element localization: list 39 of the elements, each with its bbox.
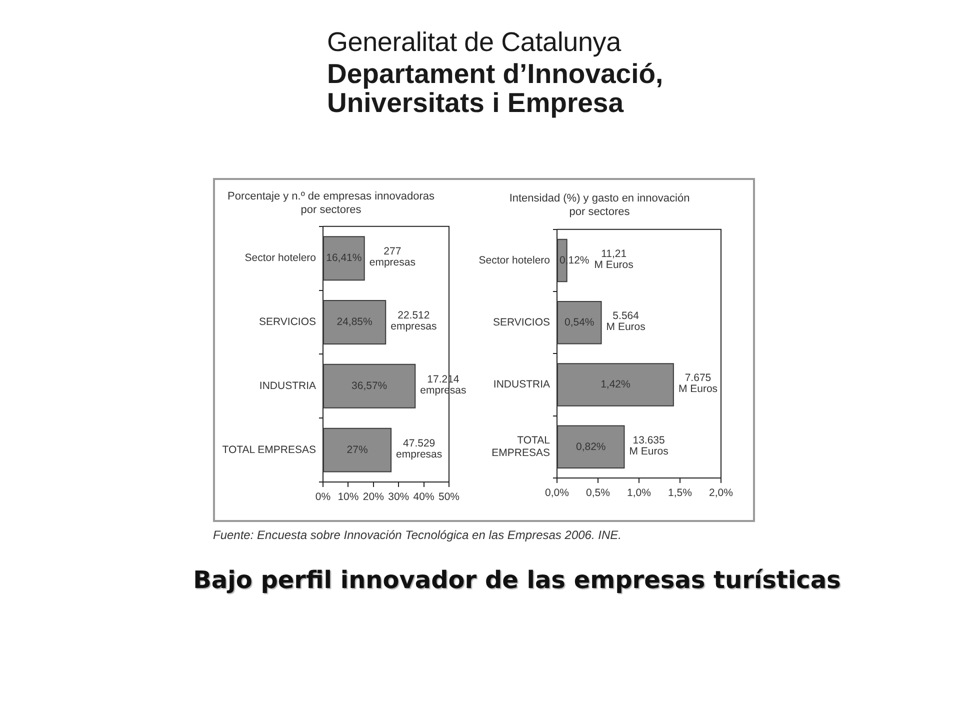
x-tick-label: 30% bbox=[388, 491, 410, 504]
annotation: 277 empresas bbox=[369, 246, 416, 269]
data-label: 0,82% bbox=[576, 440, 606, 453]
source-note: Fuente: Encuesta sobre Innovación Tecnológica en las Empresas 2006. INE. bbox=[213, 528, 622, 543]
data-label: 36,57% bbox=[352, 380, 388, 392]
annotation: 11,21 M Euros bbox=[594, 248, 634, 271]
y-tick-label: TOTAL EMPRESAS bbox=[492, 434, 550, 460]
y-tick-label: SERVICIOS bbox=[259, 316, 316, 328]
y-tick-label: Sector hotelero bbox=[478, 254, 550, 266]
y-tick-label: TOTAL EMPRESAS bbox=[222, 444, 316, 456]
x-tick-label: 0,0% bbox=[545, 487, 569, 500]
data-label: 24,85% bbox=[336, 316, 372, 328]
y-tick-label: Sector hotelero bbox=[244, 252, 316, 264]
x-tick-label: 20% bbox=[362, 491, 384, 504]
data-label: 16,41% bbox=[326, 252, 362, 264]
text: Bajo perfil innovador de las empresas turísticas bbox=[192, 566, 842, 595]
annotation: 7.675 M Euros bbox=[678, 372, 718, 396]
x-tick-label: 0,5% bbox=[586, 487, 610, 500]
x-tick-label: 1,5% bbox=[668, 487, 692, 500]
x-tick-label: 10% bbox=[338, 491, 359, 504]
y-tick-label: INDUSTRIA bbox=[259, 380, 316, 392]
x-tick-label: 50% bbox=[438, 491, 460, 504]
x-tick-label: 1,0% bbox=[627, 487, 651, 500]
annotation: 13.635 M Euros bbox=[629, 434, 668, 458]
x-tick-label: 2,0% bbox=[709, 487, 733, 500]
text: Generalitat de Catalunya bbox=[327, 27, 621, 58]
y-tick-label: INDUSTRIA bbox=[493, 378, 550, 391]
chart-title: Porcentaje y n.º de empresas innovadoras por sectores bbox=[227, 190, 436, 216]
data-label: 0,54% bbox=[564, 316, 594, 329]
data-label: 1,42% bbox=[600, 378, 630, 391]
text: Departament d’Innovació, bbox=[327, 58, 664, 90]
x-tick-label: 0% bbox=[315, 491, 331, 504]
annotation: 47.529 empresas bbox=[396, 437, 442, 460]
data-label: 27% bbox=[346, 444, 368, 456]
annotation: 5.564 M Euros bbox=[606, 310, 646, 334]
annotation: 22.512 empresas bbox=[390, 310, 437, 333]
y-tick-label: SERVICIOS bbox=[493, 316, 550, 329]
chart-title: Intensidad (%) y gasto en innovación por sectores bbox=[509, 192, 690, 218]
x-tick-label: 40% bbox=[413, 491, 434, 504]
